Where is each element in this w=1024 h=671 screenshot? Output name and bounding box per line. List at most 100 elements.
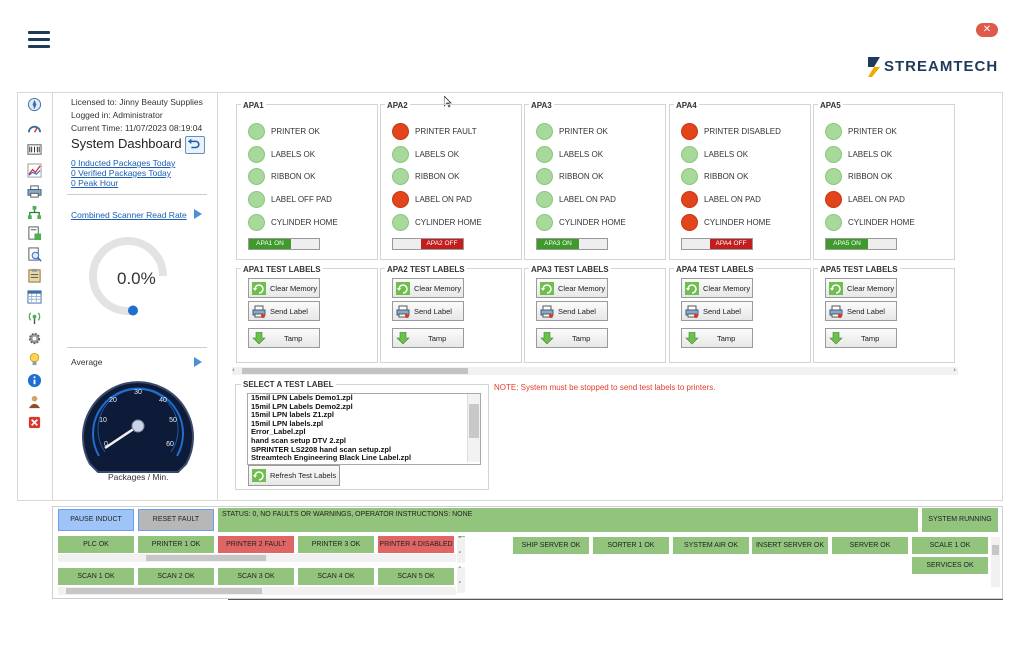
peak-hour-link[interactable]: 0 Peak Hour (71, 178, 119, 188)
compass-icon[interactable] (25, 96, 43, 112)
clear-memory-icon (540, 281, 554, 295)
reset-fault-button[interactable]: RESET FAULT (138, 509, 214, 531)
button-label: Clear Memory (558, 283, 606, 293)
button-label: Tamp (572, 333, 591, 343)
calendar-icon[interactable] (25, 288, 43, 304)
close-button[interactable]: ✕ (976, 23, 998, 37)
barcode-icon[interactable] (25, 141, 43, 157)
button-label: Clear Memory (847, 283, 895, 293)
apa-test-title: APA5 TEST LABELS (818, 265, 900, 274)
play-arrow-icon[interactable] (194, 357, 202, 367)
button-label: Send Label (270, 306, 308, 316)
listbox-scrollbar[interactable] (467, 394, 480, 462)
apa-horizontal-scrollbar[interactable]: ‹ › (232, 366, 958, 375)
apa-status-row: LABELS OK (248, 145, 315, 163)
print-label-icon (685, 305, 699, 318)
clear-memory-button[interactable]: Clear Memory (248, 278, 320, 298)
status-label: LABEL ON PAD (559, 194, 616, 204)
verified-packages-link[interactable]: 0 Verified Packages Today (71, 168, 172, 178)
gauge-icon[interactable] (25, 120, 43, 136)
list-item[interactable]: 15mil LPN Labels Demo1.zpl (251, 393, 353, 402)
apa-status-row: RIBBON OK (825, 167, 892, 185)
send-label-button[interactable]: Send Label (825, 301, 897, 321)
tamp-button[interactable]: Tamp (825, 328, 897, 348)
row1-vertical-scrollbar[interactable]: ˄ ˅ (457, 536, 465, 563)
combined-scanner-link[interactable]: Combined Scanner Read Rate (71, 210, 187, 220)
printer-icon[interactable] (25, 183, 43, 199)
row1-horizontal-scrollbar[interactable] (58, 554, 456, 562)
antenna-icon[interactable] (25, 309, 43, 325)
refresh-label: Refresh Test Labels (270, 471, 337, 480)
test-label-listbox[interactable]: 15mil LPN Labels Demo1.zpl 15mil LPN Lab… (247, 393, 481, 465)
apa-power-toggle[interactable]: APA4 OFF (681, 238, 753, 250)
tamp-button[interactable]: Tamp (392, 328, 464, 348)
apa-power-toggle[interactable]: APA2 OFF (392, 238, 464, 250)
list-item[interactable]: 15mil LPN labels Z1.zpl (251, 410, 334, 420)
menu-button[interactable] (28, 31, 50, 49)
clipboard-icon[interactable] (25, 267, 43, 283)
status-indicator-icon (536, 167, 553, 185)
apa-status-row: LABELS OK (536, 145, 603, 163)
delete-icon[interactable] (25, 414, 43, 430)
apa-status-row: PRINTER OK (248, 122, 320, 140)
refresh-test-labels-button[interactable]: Refresh Test Labels (248, 465, 340, 486)
server-status-cell: SORTER 1 OK (593, 537, 669, 554)
search-doc-icon[interactable] (25, 246, 43, 262)
send-labels-note: NOTE: System must be stopped to send tes… (494, 383, 716, 392)
apa-panel (524, 104, 666, 260)
list-item[interactable]: Streamtech Engineering Black Line Label.… (251, 453, 412, 463)
row2-vertical-scrollbar[interactable]: ˄ ˅ (457, 566, 465, 593)
list-item[interactable]: hand scan setup DTV 2.zpl (251, 435, 347, 445)
status-indicator-icon (825, 167, 842, 185)
apa-title: APA3 (529, 101, 554, 110)
line-chart-icon[interactable] (25, 162, 43, 178)
list-item[interactable]: 15mil LPN Labels Demo2.zpl (251, 401, 353, 411)
device-status-cell: PLC OK (58, 536, 134, 553)
send-label-button[interactable]: Send Label (248, 301, 320, 321)
send-label-button[interactable]: Send Label (392, 301, 464, 321)
services-vertical-scrollbar[interactable] (991, 537, 1000, 587)
status-indicator-icon (248, 167, 265, 185)
clear-memory-button[interactable]: Clear Memory (681, 278, 753, 298)
status-label: LABELS OK (271, 149, 316, 159)
list-item[interactable]: SPRINTER LS2208 hand scan setup.zpl (251, 444, 392, 454)
user-icon[interactable] (25, 393, 43, 409)
speedo-tick-label: 30 (134, 389, 142, 396)
system-status-message: STATUS: 0, NO FAULTS OR WARNINGS, OPERAT… (218, 508, 918, 532)
row2-horizontal-scrollbar[interactable] (58, 587, 456, 595)
streamtech-logo-icon (868, 57, 880, 77)
status-indicator-icon (825, 145, 842, 163)
clear-memory-button[interactable]: Clear Memory (392, 278, 464, 298)
network-icon[interactable] (25, 204, 43, 220)
clear-memory-button[interactable]: Clear Memory (825, 278, 897, 298)
lightbulb-icon[interactable] (25, 351, 43, 367)
tamp-button[interactable]: Tamp (536, 328, 608, 348)
send-label-button[interactable]: Send Label (536, 301, 608, 321)
send-label-button[interactable]: Send Label (681, 301, 753, 321)
apa-power-toggle[interactable]: APA5 ON (825, 238, 897, 250)
play-arrow-icon[interactable] (194, 209, 202, 219)
scroll-thumb[interactable] (469, 404, 479, 438)
apa-power-toggle[interactable]: APA3 ON (536, 238, 608, 250)
tamp-button[interactable]: Tamp (248, 328, 320, 348)
list-item[interactable]: Error_Label.zpl (251, 427, 306, 437)
scroll-right-icon[interactable]: › (953, 366, 956, 374)
apa-status-row: CYLINDER HOME (681, 213, 771, 231)
list-item[interactable]: 15mil LPN labels.zpl (251, 418, 324, 428)
report-icon[interactable] (25, 225, 43, 241)
tamp-button[interactable]: Tamp (681, 328, 753, 348)
back-button[interactable] (185, 136, 205, 154)
scale-status: SCALE 1 OK (912, 537, 988, 554)
apa-status-row: RIBBON OK (681, 167, 748, 185)
info-icon[interactable] (25, 372, 43, 388)
status-label: LABELS OK (848, 149, 893, 159)
scroll-thumb[interactable] (242, 368, 468, 374)
scroll-left-icon[interactable]: ‹ (232, 366, 235, 374)
apa-power-toggle[interactable]: APA1 ON (248, 238, 320, 250)
pause-induct-button[interactable]: PAUSE INDUCT (58, 509, 134, 531)
inducted-packages-link[interactable]: 0 Inducted Packages Today (71, 158, 176, 168)
clear-memory-button[interactable]: Clear Memory (536, 278, 608, 298)
apa-status-row: LABELS OK (392, 145, 459, 163)
apa-status-row: CYLINDER HOME (825, 213, 915, 231)
settings-icon[interactable] (25, 330, 43, 346)
